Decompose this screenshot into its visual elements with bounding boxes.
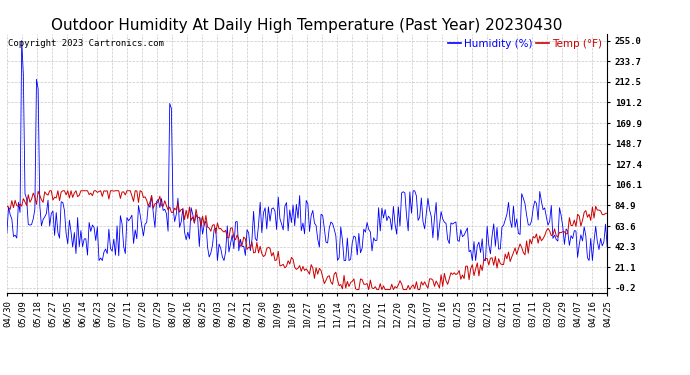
Legend: Humidity (%), Temp (°F): Humidity (%), Temp (°F) <box>448 39 602 49</box>
Text: Copyright 2023 Cartronics.com: Copyright 2023 Cartronics.com <box>8 39 164 48</box>
Title: Outdoor Humidity At Daily High Temperature (Past Year) 20230430: Outdoor Humidity At Daily High Temperatu… <box>51 18 563 33</box>
